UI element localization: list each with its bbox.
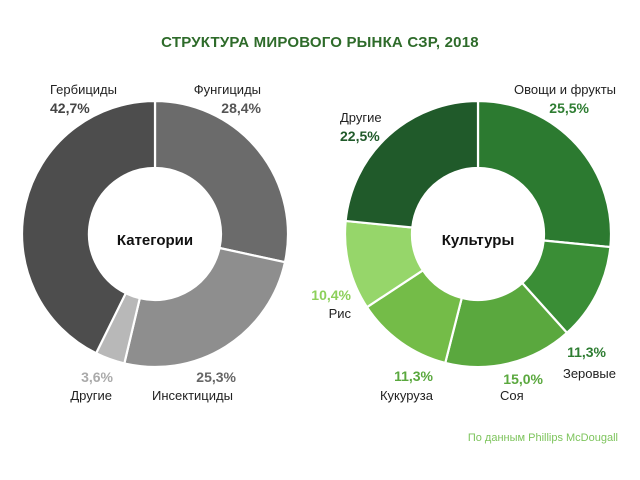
center-label-categories: Категории — [117, 232, 193, 249]
donut-slice-0-0 — [153, 99, 290, 264]
categories-donut — [20, 99, 290, 369]
label-other-crops: Другие — [340, 110, 382, 125]
label-vegetables-fruits: Овощи и фрукты — [514, 82, 616, 97]
chart-title: СТРУКТУРА МИРОВОГО РЫНКА СЗР, 2018 — [161, 34, 479, 51]
value-insecticides: 25,3% — [196, 369, 236, 385]
label-other-categories: Другие — [70, 388, 112, 403]
label-grains: Зеровые — [563, 366, 616, 381]
label-soy: Соя — [500, 388, 524, 403]
center-label-crops: Культуры — [442, 232, 515, 249]
value-vegetables-fruits: 25,5% — [549, 100, 589, 116]
label-rice: Рис — [329, 306, 352, 321]
crops-donut — [343, 99, 613, 369]
label-fungicides: Фунгициды — [194, 82, 261, 97]
value-grains: 11,3% — [567, 344, 606, 360]
donut-slice-0-3 — [20, 99, 157, 355]
value-soy: 15,0% — [503, 371, 543, 387]
value-other-crops: 22,5% — [340, 128, 380, 144]
value-fungicides: 28,4% — [221, 100, 261, 116]
source-note: По данным Phillips McDougall — [467, 432, 618, 444]
value-corn: 11,3% — [394, 368, 433, 384]
value-herbicides: 42,7% — [50, 100, 90, 116]
label-herbicides: Гербициды — [50, 82, 117, 97]
value-other-categories: 3,6% — [81, 369, 113, 385]
label-insecticides: Инсектициды — [152, 388, 233, 403]
donut-slice-0-1 — [123, 246, 287, 369]
donut-slice-1-5 — [344, 99, 480, 229]
value-rice: 10,4% — [311, 287, 351, 303]
donut-slice-1-0 — [476, 99, 613, 249]
label-corn: Кукуруза — [380, 388, 434, 403]
